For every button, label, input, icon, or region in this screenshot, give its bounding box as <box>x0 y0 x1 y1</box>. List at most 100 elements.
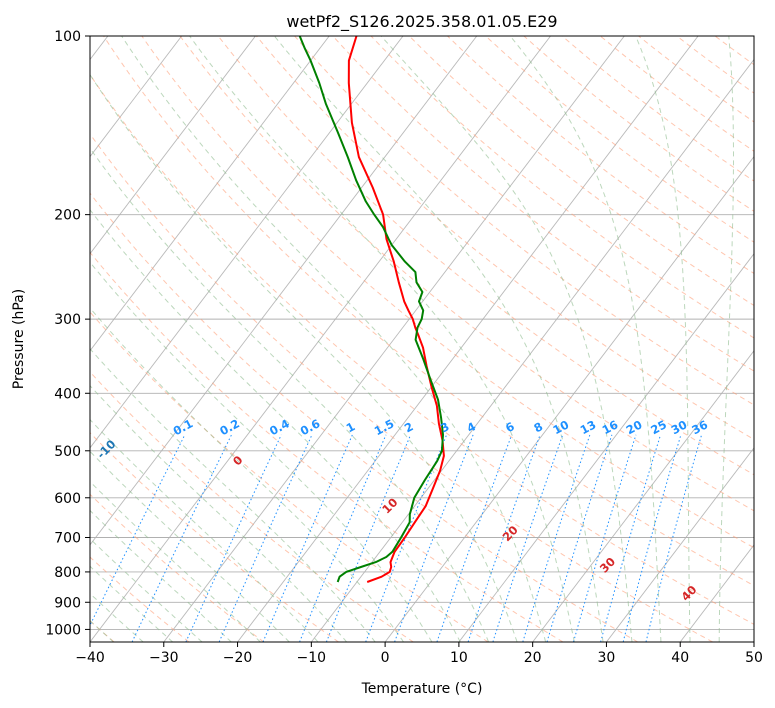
x-tick-label: 30 <box>598 650 616 666</box>
mixing-ratio-label: 2 <box>402 419 416 435</box>
dry-adiabat-line <box>90 192 639 642</box>
moist-adiabat-line <box>90 208 461 642</box>
mixing-ratio-line <box>262 434 353 642</box>
moist-adiabat-label: 10 <box>379 495 400 516</box>
y-tick-label: 1000 <box>45 622 81 638</box>
dry-adiabat-line <box>90 431 339 642</box>
mixing-ratio-label: 0.2 <box>217 416 242 438</box>
moist-adiabat-line <box>90 307 405 642</box>
x-tick-label: −40 <box>75 650 105 666</box>
x-axis-label: Temperature (°C) <box>361 681 483 697</box>
dry-adiabat-line <box>638 36 754 123</box>
mixing-ratio-label: 8 <box>531 419 545 435</box>
mixing-ratio-label: 25 <box>648 417 669 437</box>
dry-adiabat-line <box>714 36 754 66</box>
isotherm-line <box>606 447 754 642</box>
moist-adiabat-label: 30 <box>597 554 618 575</box>
dry-adiabat-lines <box>90 36 754 642</box>
mixing-ratio-lines <box>90 434 703 642</box>
mixing-ratio-label: 4 <box>464 419 478 435</box>
mixing-ratio-label: 0.4 <box>267 416 292 438</box>
moist-adiabat-lines <box>90 36 734 642</box>
y-axis-ticks: 100 200 300 400 500 600 700 800 900 1000 <box>45 29 90 638</box>
y-tick-label: 800 <box>54 565 81 581</box>
mixing-ratio-label: 1 <box>344 419 358 435</box>
plot-frame <box>89 35 755 643</box>
mixing-ratio-line <box>185 434 282 642</box>
dry-adiabat-line <box>90 73 754 625</box>
moist-adiabat-line <box>90 480 261 642</box>
dry-adiabat-line <box>141 36 754 549</box>
x-tick-label: 40 <box>671 650 689 666</box>
dry-adiabat-line <box>217 36 754 476</box>
moist-adiabat-line <box>90 450 290 642</box>
moist-adiabat-line <box>90 147 490 642</box>
isotherm-line <box>237 36 699 642</box>
y-tick-label: 700 <box>54 531 81 547</box>
y-tick-label: 400 <box>54 386 81 402</box>
mixing-ratio-line <box>645 434 703 642</box>
dry-adiabat-line <box>90 493 265 642</box>
dry-adiabat-line <box>408 36 754 306</box>
moist-adiabat-line <box>90 347 376 642</box>
dry-adiabat-line <box>256 36 754 441</box>
mixing-ratio-line <box>299 434 387 642</box>
y-tick-label: 200 <box>54 208 81 224</box>
dewpoint-line <box>298 36 444 583</box>
isotherm-line <box>90 36 256 255</box>
sounding-profiles <box>298 36 445 583</box>
y-tick-label: 300 <box>54 312 81 328</box>
dry-adiabat-line <box>90 133 713 642</box>
x-tick-label: 20 <box>524 650 542 666</box>
dry-adiabat-line <box>370 36 754 339</box>
isotherm-line <box>384 155 754 642</box>
mixing-ratio-line <box>365 434 448 642</box>
y-tick-label: 500 <box>54 444 81 460</box>
mixing-ratio-label: 13 <box>578 417 599 437</box>
mixing-ratio-line <box>600 434 661 642</box>
mixing-ratio-label: 0.1 <box>171 416 196 438</box>
x-tick-label: 10 <box>450 650 468 666</box>
isotherm-line <box>458 252 754 642</box>
plot-area: -100-90-80-70-60-50-40-30-20-10 01020304… <box>90 36 754 642</box>
mixing-ratio-line <box>622 434 682 642</box>
dry-adiabat-line <box>103 36 754 587</box>
mixing-ratio-label: 0.6 <box>298 416 323 438</box>
isotherm-line <box>532 350 754 642</box>
moist-adiabat-line <box>90 537 203 642</box>
y-tick-label: 600 <box>54 491 81 507</box>
isotherm-line <box>90 36 404 449</box>
isotherm-line <box>679 544 754 642</box>
mixing-ratio-line <box>436 434 513 642</box>
moist-adiabat-line <box>90 261 433 642</box>
dry-adiabat-line <box>447 36 754 275</box>
isotherm-line <box>90 36 330 352</box>
dry-adiabat-line <box>90 556 190 642</box>
isotherm-line <box>90 36 183 158</box>
moist-adiabat-line <box>380 36 633 642</box>
y-axis-label: Pressure (hPa) <box>11 289 27 389</box>
y-tick-label: 100 <box>54 29 81 45</box>
moist-adiabat-line <box>90 73 518 642</box>
x-tick-label: −20 <box>223 650 253 666</box>
moist-adiabat-line <box>90 384 348 642</box>
chart-title: wetPf2_S126.2025.358.01.05.E29 <box>286 12 557 32</box>
isotherm-line <box>753 641 754 642</box>
mixing-ratio-line <box>218 434 313 642</box>
moist-adiabat-line <box>90 509 232 642</box>
moist-adiabat-line <box>274 36 604 642</box>
mixing-ratio-label: 16 <box>600 417 621 437</box>
moist-adiabat-line <box>509 36 662 642</box>
dry-adiabat-line <box>90 251 564 642</box>
x-tick-label: 50 <box>745 650 763 666</box>
moist-adiabat-label: 40 <box>678 583 699 604</box>
mixing-ratio-labels: 0.1 0.2 0.4 0.6 1 1.5 2 3 4 6 8 10 13 16 20 25 30 36 <box>171 416 710 438</box>
isotherm-line <box>90 36 551 642</box>
mixing-ratio-label: 36 <box>689 417 710 437</box>
dry-adiabat-line <box>332 36 754 372</box>
mixing-ratio-line <box>394 434 474 642</box>
pressure-gridlines <box>90 36 754 630</box>
isotherm-lines <box>90 36 754 642</box>
